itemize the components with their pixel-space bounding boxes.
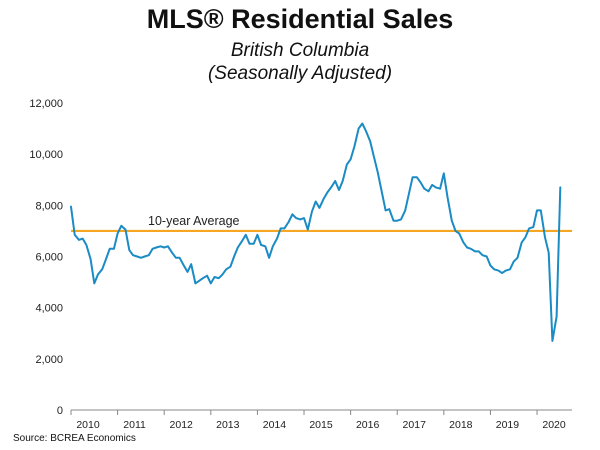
x-tick-label: 2015 bbox=[309, 419, 333, 431]
y-tick-label: 4,000 bbox=[35, 303, 63, 315]
y-tick-label: 10,000 bbox=[29, 149, 63, 161]
x-tick-label: 2019 bbox=[496, 419, 520, 431]
average-line-label: 10-year Average bbox=[148, 214, 240, 228]
x-tick-label: 2012 bbox=[170, 419, 194, 431]
x-tick-label: 2020 bbox=[542, 419, 566, 431]
chart-subtitle-line-1: British Columbia bbox=[230, 40, 370, 61]
y-tick-label: 2,000 bbox=[35, 354, 63, 366]
source-note: Source: BCREA Economics bbox=[13, 433, 136, 444]
x-tick-label: 2016 bbox=[356, 419, 380, 431]
y-tick-label: 12,000 bbox=[29, 98, 63, 110]
sales-series-line bbox=[70, 122, 562, 342]
x-tick-label: 2018 bbox=[449, 419, 473, 431]
y-tick-label: 8,000 bbox=[35, 200, 63, 212]
x-tick-label: 2010 bbox=[76, 419, 100, 431]
x-tick-label: 2014 bbox=[263, 419, 287, 431]
x-tick-label: 2017 bbox=[403, 419, 427, 431]
chart-subtitle-line-2: (Seasonally Adjusted) bbox=[207, 63, 393, 84]
chart-title: MLS® Residential Sales bbox=[146, 4, 454, 34]
x-tick-label: 2013 bbox=[216, 419, 240, 431]
y-tick-label: 0 bbox=[57, 405, 63, 417]
x-tick-label: 2011 bbox=[123, 419, 146, 431]
y-tick-label: 6,000 bbox=[35, 252, 63, 264]
